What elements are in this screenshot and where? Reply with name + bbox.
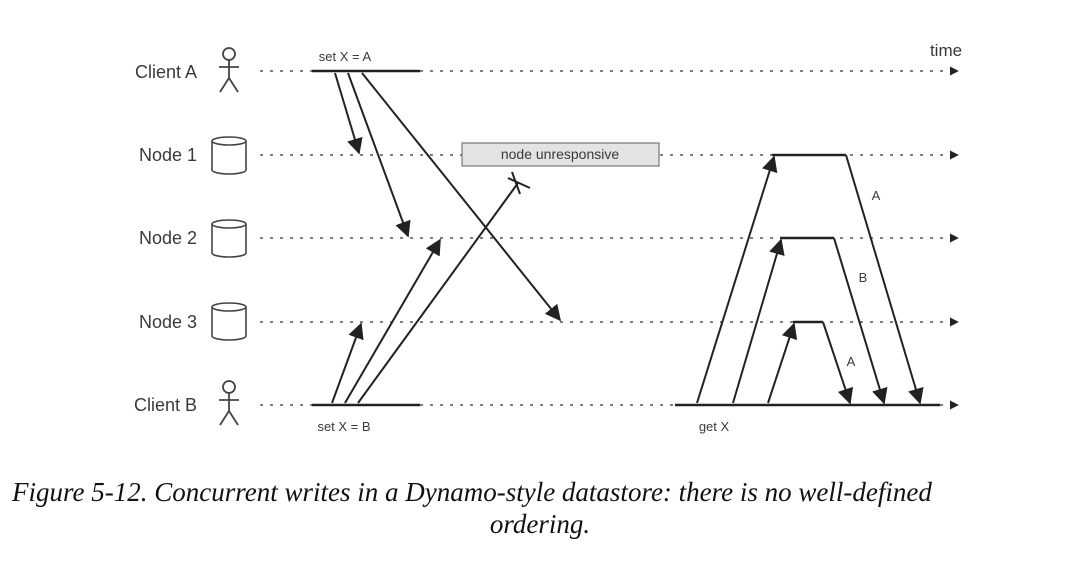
node-unresponsive-label: node unresponsive	[501, 146, 620, 162]
lost-request-mark	[507, 171, 531, 195]
time-label: time	[930, 41, 962, 60]
database-icon	[211, 136, 247, 175]
response-label-node-3: A	[847, 354, 856, 369]
figure-caption: Figure 5-12. Concurrent writes in a Dyna…	[0, 476, 1080, 540]
response-label-node-1: A	[872, 188, 881, 203]
person-icon	[219, 380, 239, 426]
client-a-op-label: set X = A	[319, 49, 372, 64]
response-node-3	[822, 321, 854, 405]
node-unresponsive-box	[461, 142, 660, 167]
caption-line-2: ordering.	[489, 509, 591, 539]
lane-label-node-3: Node 3	[139, 312, 197, 332]
response-label-node-2: B	[859, 270, 868, 285]
lane-label-node-1: Node 1	[139, 145, 197, 165]
request-b-to-node-3	[331, 322, 364, 404]
read-request-node-3	[767, 322, 798, 404]
request-a-to-node-1	[334, 72, 363, 155]
database-icon	[211, 302, 247, 341]
caption-line-1: Figure 5-12. Concurrent writes in a Dyna…	[12, 477, 932, 507]
database-icon	[211, 219, 247, 258]
request-a-to-node-2	[347, 72, 411, 238]
read-op-label: get X	[699, 419, 730, 434]
request-b-to-node-2	[344, 238, 441, 404]
client-b-op-label: set X = B	[317, 419, 370, 434]
lane-label-client-a: Client A	[135, 62, 197, 82]
read-request-node-1	[696, 155, 778, 404]
lane-label-node-2: Node 2	[139, 228, 197, 248]
person-icon	[219, 47, 239, 93]
request-b-to-node-1-lost	[357, 182, 519, 404]
read-request-node-2	[732, 238, 785, 404]
response-node-2	[833, 237, 888, 405]
request-a-to-node-3	[361, 72, 562, 322]
lane-label-client-b: Client B	[134, 395, 197, 415]
response-node-1	[845, 154, 924, 405]
